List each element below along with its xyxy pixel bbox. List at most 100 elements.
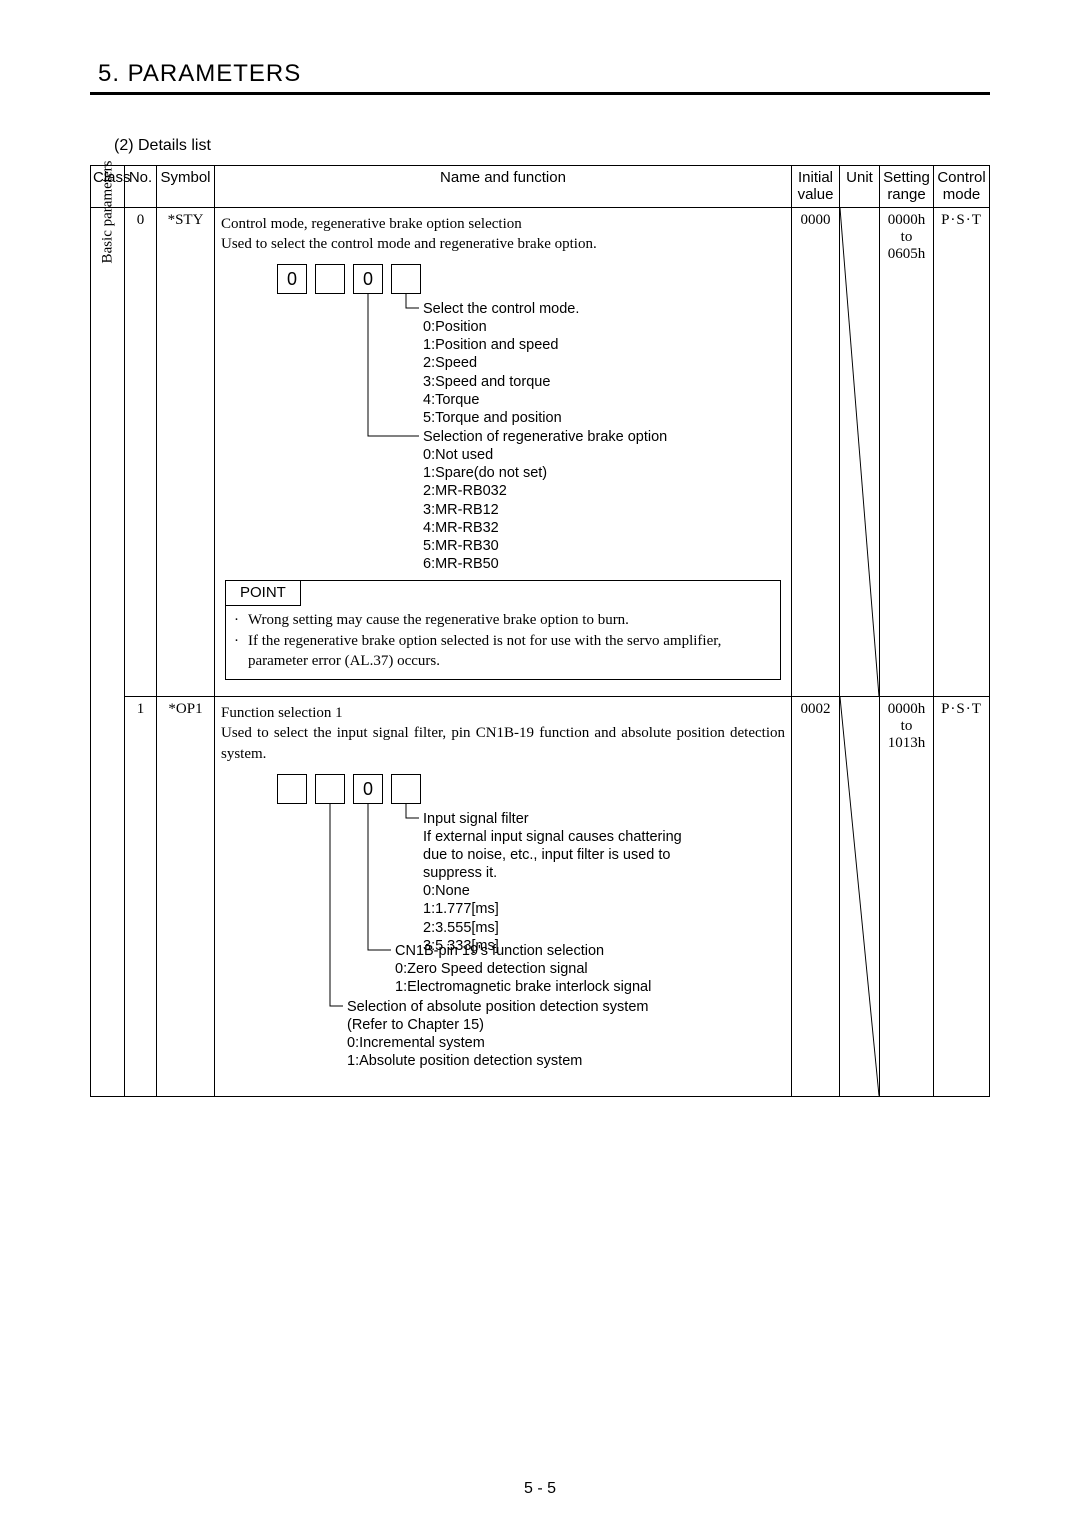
- digit-box-blank: [391, 264, 421, 294]
- point-item: Wrong setting may cause the regenerative…: [248, 610, 772, 630]
- branch-block: Selection of regenerative brake option 0…: [423, 428, 667, 573]
- branch-line: 0:Incremental system: [347, 1034, 648, 1052]
- branch-line: If external input signal causes chatteri…: [423, 828, 682, 846]
- initial-cell: 0000: [792, 207, 840, 697]
- setting-line: to: [884, 229, 929, 246]
- parameters-table: Class No. Symbol Name and function Initi…: [90, 165, 990, 1097]
- digit-diagram: 0 0 Select the control mode.: [253, 264, 785, 564]
- setting-cell: 0000h to 1013h: [880, 697, 934, 1097]
- param-title: Control mode, regenerative brake option …: [221, 214, 785, 234]
- branch-line: suppress it.: [423, 864, 682, 882]
- unit-diagonal-icon: [840, 208, 879, 697]
- th-initial-l1: Initial: [798, 169, 833, 186]
- th-symbol: Symbol: [157, 166, 215, 208]
- bullet-dot-icon: ·: [234, 631, 248, 672]
- class-cell: Basic parameters: [91, 207, 125, 1096]
- name-cell: Function selection 1 Used to select the …: [215, 697, 792, 1097]
- symbol-cell: *OP1: [157, 697, 215, 1097]
- unit-diagonal-icon: [840, 697, 879, 1096]
- no-cell: 0: [125, 207, 157, 697]
- initial-cell: 0002: [792, 697, 840, 1097]
- branch-block: CN1B-pin 19's function selection 0:Zero …: [395, 942, 651, 996]
- control-cell: P·S·T: [934, 697, 990, 1097]
- th-setting-l1: Setting: [883, 169, 930, 186]
- setting-cell: 0000h to 0605h: [880, 207, 934, 697]
- no-cell: 1: [125, 697, 157, 1097]
- branch-title: CN1B-pin 19's function selection: [395, 942, 651, 960]
- digit-box: 0: [353, 264, 383, 294]
- digit-box: 0: [277, 264, 307, 294]
- branch-line: 0:Position: [423, 318, 579, 336]
- setting-line: 1013h: [884, 735, 929, 752]
- branch-line: 4:Torque: [423, 391, 579, 409]
- digit-box-blank: [315, 264, 345, 294]
- branch-line: 1:1.777[ms]: [423, 900, 682, 918]
- digit-box-blank: [315, 774, 345, 804]
- branch-title: Input signal filter: [423, 810, 682, 828]
- digit-diagram: 0 Input signal filter If external input …: [253, 774, 785, 1074]
- page-number: 5 - 5: [0, 1480, 1080, 1498]
- section-title: (2) Details list: [114, 137, 990, 155]
- th-unit: Unit: [840, 166, 880, 208]
- point-item: If the regenerative brake option selecte…: [248, 631, 772, 672]
- chapter-title: 5. PARAMETERS: [98, 60, 990, 88]
- name-cell: Control mode, regenerative brake option …: [215, 207, 792, 697]
- control-cell: P·S·T: [934, 207, 990, 697]
- param-desc: Used to select the input signal filter, …: [221, 723, 785, 764]
- branch-line: 0:Zero Speed detection signal: [395, 960, 651, 978]
- branch-line: due to noise, etc., input filter is used…: [423, 846, 682, 864]
- branch-line: 5:Torque and position: [423, 409, 579, 427]
- symbol-cell: *STY: [157, 207, 215, 697]
- th-setting-l2: range: [887, 186, 925, 203]
- point-box: POINT · Wrong setting may cause the rege…: [225, 580, 781, 680]
- branch-line: 4:MR-RB32: [423, 519, 667, 537]
- branch-line: 1:Spare(do not set): [423, 464, 667, 482]
- digit-box: 0: [353, 774, 383, 804]
- branch-line: 2:Speed: [423, 354, 579, 372]
- table-row: Basic parameters 0 *STY Control mode, re…: [91, 207, 990, 697]
- branch-line: 2:3.555[ms]: [423, 919, 682, 937]
- branch-line: 2:MR-RB032: [423, 482, 667, 500]
- point-body: · Wrong setting may cause the regenerati…: [226, 606, 780, 679]
- branch-line: 3:MR-RB12: [423, 501, 667, 519]
- setting-line: 0000h: [884, 212, 929, 229]
- setting-line: to: [884, 718, 929, 735]
- page: 5. PARAMETERS (2) Details list Class No.…: [0, 0, 1080, 1528]
- setting-line: 0000h: [884, 701, 929, 718]
- th-control: Control mode: [934, 166, 990, 208]
- unit-cell: [840, 207, 880, 697]
- branch-title: Select the control mode.: [423, 300, 579, 318]
- th-control-l1: Control: [937, 169, 985, 186]
- branch-title: Selection of absolute position detection…: [347, 998, 648, 1016]
- th-name: Name and function: [215, 166, 792, 208]
- th-setting: Setting range: [880, 166, 934, 208]
- branch-line: 0:Not used: [423, 446, 667, 464]
- divider: [90, 92, 990, 95]
- branch-title: Selection of regenerative brake option: [423, 428, 667, 446]
- branch-line: 1:Electromagnetic brake interlock signal: [395, 978, 651, 996]
- param-title: Function selection 1: [221, 703, 785, 723]
- digit-box-blank: [391, 774, 421, 804]
- bullet-dot-icon: ·: [234, 610, 248, 630]
- class-vertical-label: Basic parameters: [99, 160, 116, 263]
- th-control-l2: mode: [943, 186, 981, 203]
- th-initial-l2: value: [798, 186, 834, 203]
- branch-block: Select the control mode. 0:Position 1:Po…: [423, 300, 579, 427]
- th-initial: Initial value: [792, 166, 840, 208]
- table-row: 1 *OP1 Function selection 1 Used to sele…: [91, 697, 990, 1097]
- branch-block: Selection of absolute position detection…: [347, 998, 648, 1071]
- setting-line: 0605h: [884, 246, 929, 263]
- branch-block: Input signal filter If external input si…: [423, 810, 682, 955]
- branch-line: 0:None: [423, 882, 682, 900]
- branch-line: 3:Speed and torque: [423, 373, 579, 391]
- branch-line: (Refer to Chapter 15): [347, 1016, 648, 1034]
- branch-line: 1:Absolute position detection system: [347, 1052, 648, 1070]
- unit-cell: [840, 697, 880, 1097]
- branch-line: 5:MR-RB30: [423, 537, 667, 555]
- point-header: POINT: [226, 581, 301, 606]
- param-desc: Used to select the control mode and rege…: [221, 234, 785, 254]
- th-no: No.: [125, 166, 157, 208]
- branch-line: 6:MR-RB50: [423, 555, 667, 573]
- branch-line: 1:Position and speed: [423, 336, 579, 354]
- digit-box-blank: [277, 774, 307, 804]
